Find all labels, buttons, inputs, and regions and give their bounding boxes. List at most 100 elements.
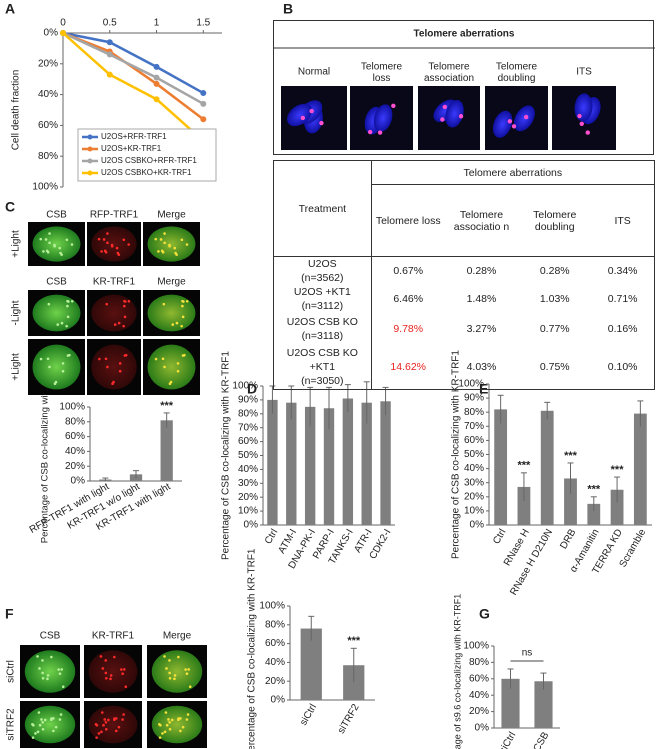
series-line — [62, 32, 205, 142]
y-tick-label: 80% — [464, 407, 484, 418]
focus — [38, 723, 42, 727]
row-label: +Light — [11, 230, 22, 258]
focus — [117, 321, 121, 325]
x-tick-label: siCSB — [528, 730, 552, 749]
y-tick-label: 50% — [464, 449, 484, 460]
treatment: U2OS — [308, 258, 337, 270]
focus — [31, 736, 35, 739]
focus — [180, 324, 183, 328]
focus — [183, 353, 186, 357]
sample-size: (n=3112) — [301, 300, 344, 312]
row-label: -Light — [11, 300, 22, 325]
focus — [109, 677, 112, 681]
nucleus — [91, 294, 137, 332]
focus — [41, 727, 45, 731]
telomere — [442, 104, 447, 110]
y-tick-label: 0% — [271, 695, 286, 706]
y-tick-label: 20% — [464, 491, 484, 502]
focus — [48, 241, 51, 245]
focus — [53, 243, 56, 247]
telomere — [391, 103, 396, 109]
focus — [97, 237, 101, 241]
y-tick-label: 40% — [464, 463, 484, 474]
focus — [113, 323, 117, 326]
focus — [103, 718, 107, 721]
focus — [161, 250, 165, 254]
treatment-cell: U2OS (n=3562) — [273, 256, 372, 285]
value-cell: 1.03% — [539, 293, 570, 305]
y-tick-label: 80% — [38, 151, 58, 162]
label-line: Telomere — [361, 61, 403, 72]
focus — [41, 676, 45, 680]
y-tick-label: 40% — [38, 89, 58, 100]
label-line: association — [424, 73, 474, 84]
bar — [304, 406, 316, 525]
y-tick-label: 80% — [469, 657, 489, 668]
nucleus — [88, 705, 138, 744]
y-tick-label: 30% — [464, 477, 484, 488]
comparison-label: ns — [522, 648, 533, 659]
focus — [184, 668, 187, 671]
subheader-cell: Telomere loss — [371, 184, 445, 257]
point — [200, 100, 207, 107]
y-tick-label: 100% — [463, 641, 489, 652]
focus — [114, 717, 118, 720]
y-tick-label: 50% — [238, 450, 258, 461]
focus — [185, 672, 189, 676]
column-label: CSB — [46, 210, 67, 221]
y-tick-label: 20% — [238, 492, 258, 503]
series-line — [62, 31, 205, 121]
focus — [163, 232, 166, 235]
y-tick-label: 90% — [238, 395, 258, 406]
chromosome — [287, 103, 313, 127]
focus — [167, 718, 170, 721]
nucleus — [88, 650, 138, 693]
subheader-cell: ITS — [591, 184, 656, 257]
focus — [123, 315, 127, 319]
focus — [41, 671, 44, 675]
focus — [181, 304, 184, 308]
panel-label: G — [479, 606, 490, 622]
focus — [113, 655, 116, 659]
telomere — [458, 114, 464, 119]
focus — [181, 725, 185, 729]
focus — [66, 315, 70, 319]
bar — [267, 399, 278, 525]
significance: *** — [160, 400, 174, 412]
panel-label: D — [247, 381, 257, 397]
focus — [120, 668, 123, 671]
focus — [43, 718, 47, 722]
y-tick-label: 80% — [265, 619, 285, 630]
y-tick-label: 40% — [265, 657, 285, 668]
chromosome — [492, 110, 513, 138]
focus — [104, 671, 108, 675]
focus — [117, 725, 121, 729]
focus — [123, 304, 126, 308]
focus — [52, 717, 55, 720]
y-tick-label: 10% — [238, 506, 258, 517]
subheader-row: Telomere loss Telomere associatio n Telome… — [274, 184, 656, 257]
focus — [181, 299, 184, 303]
nucleus — [24, 650, 76, 693]
focus — [34, 732, 37, 735]
focus — [159, 723, 162, 727]
telomere — [367, 129, 373, 135]
focus — [168, 382, 172, 386]
column-label: Merge — [157, 210, 186, 221]
focus — [36, 730, 40, 734]
y-tick-label: 40% — [238, 464, 258, 475]
bar — [610, 489, 624, 525]
focus — [121, 718, 124, 721]
y-tick-label: 70% — [464, 421, 484, 432]
header-cell: Telomere aberrations — [371, 160, 656, 185]
legend-label: U2OS CSBKO+KR-TRF1 — [101, 168, 192, 177]
focus — [39, 237, 43, 241]
bar — [160, 420, 173, 481]
focus — [164, 711, 168, 714]
focus — [59, 713, 63, 716]
value-cell: 9.78% — [393, 323, 424, 335]
focus — [60, 321, 64, 325]
y-tick-label: 100% — [259, 601, 285, 612]
bar — [494, 409, 508, 525]
